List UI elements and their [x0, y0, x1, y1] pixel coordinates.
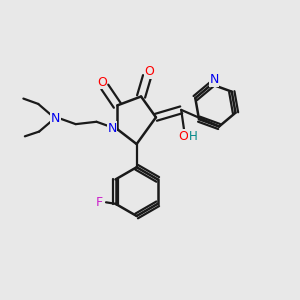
Text: O: O — [178, 130, 188, 142]
Text: O: O — [97, 76, 107, 89]
Text: F: F — [96, 196, 103, 209]
Text: N: N — [51, 112, 60, 125]
Text: H: H — [189, 130, 197, 142]
Text: N: N — [107, 122, 117, 135]
Text: N: N — [209, 73, 219, 86]
Text: O: O — [145, 65, 154, 78]
